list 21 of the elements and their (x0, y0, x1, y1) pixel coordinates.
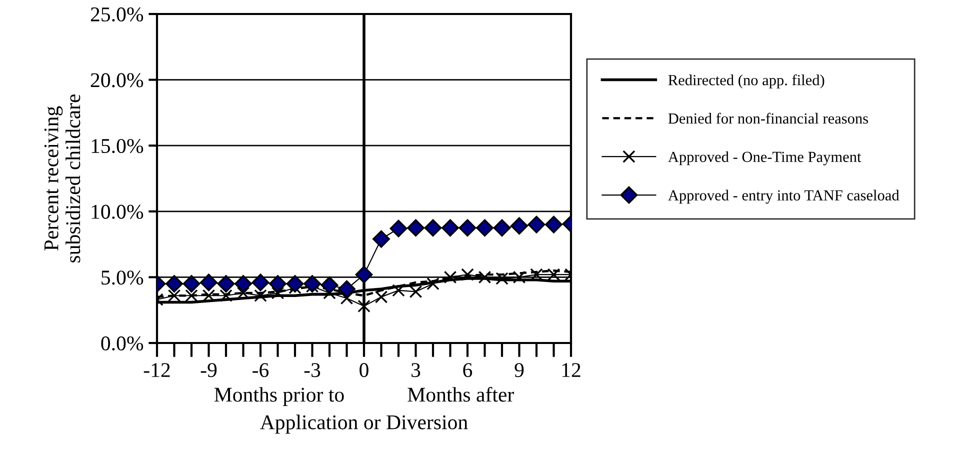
legend-label: Approved - entry into TANF caseload (668, 190, 900, 204)
y-tick-label: 10.0% (92, 204, 144, 219)
legend-label: Approved - One-Time Payment (668, 151, 862, 166)
y-axis-title: Percent receiving subsidized childcare (44, 94, 80, 262)
x-tick-label: 9 (514, 363, 524, 378)
x-tick-label: -9 (200, 363, 217, 378)
y-tick-label: 15.0% (92, 138, 144, 154)
x-tick-label: 12 (562, 363, 580, 377)
x-tick-label: -12 (144, 363, 170, 377)
y-tick-label: 0.0% (101, 336, 144, 351)
y-tick-label: 20.0% (90, 73, 144, 88)
x-tick-label: 0 (360, 363, 368, 378)
x-tick-label: -3 (304, 363, 320, 378)
x-tick-label: 6 (463, 363, 472, 378)
y-tick-label: 5.0% (102, 270, 144, 285)
y-tick-label: 25.0% (90, 7, 144, 22)
x-tick-label: 3 (412, 363, 420, 378)
x-axis-title: Months prior to Months after Application or Diversion (214, 386, 514, 434)
legend-label: Redirected (no app. filed) (668, 74, 824, 88)
x-tick-label: -6 (252, 363, 269, 378)
legend-label: Denied for non-financial reasons (668, 112, 868, 124)
